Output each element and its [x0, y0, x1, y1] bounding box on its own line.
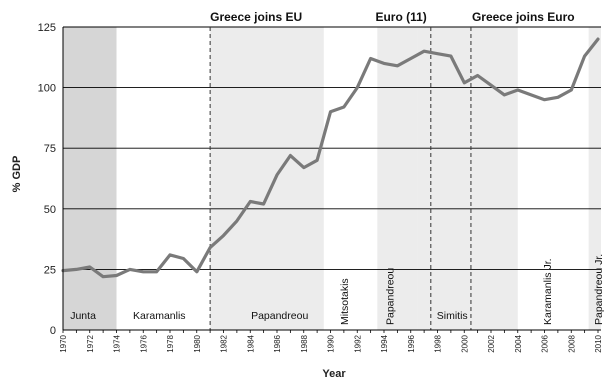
y-axis-title: % GDP [11, 156, 23, 193]
period-label: Karamanlis Jr. [542, 258, 554, 325]
shaded-period-5 [417, 27, 518, 330]
period-label: Mitsotakis [339, 278, 351, 325]
y-tick-label: 0 [50, 325, 56, 337]
shaded-period-0 [63, 27, 117, 330]
x-tick-label: 2010 [594, 334, 603, 352]
x-tick-label: 2004 [514, 334, 523, 352]
series-layer [61, 37, 600, 279]
period-label: Simitis [437, 310, 468, 322]
shaded-period-4 [377, 27, 418, 330]
x-tick-label: 1974 [113, 334, 122, 352]
x-tick-label: 1996 [407, 334, 416, 352]
shaded-periods [63, 27, 601, 330]
period-label: Karamanlis [133, 310, 186, 322]
x-axis-title: Year [322, 368, 346, 380]
x-tick-label: 2000 [460, 334, 469, 352]
x-tick-label: 2002 [487, 334, 496, 352]
y-tick-label: 50 [44, 204, 56, 216]
x-tick-label: 1980 [193, 334, 202, 352]
x-tick-label: 1998 [434, 334, 443, 352]
shaded-period-7 [588, 27, 601, 330]
y-tick-label: 75 [44, 143, 56, 155]
x-tick-label: 1984 [246, 334, 255, 352]
x-tick-label: 1994 [380, 334, 389, 352]
x-tick-label: 1978 [166, 334, 175, 352]
x-tick-label: 1976 [139, 334, 148, 352]
x-tick-label: 1988 [300, 334, 309, 352]
y-tick-label: 100 [38, 83, 56, 95]
event-label: Euro (11) [375, 10, 426, 24]
gridlines [63, 26, 601, 270]
x-tick-label: 1986 [273, 334, 282, 352]
x-tick-label: 1970 [59, 334, 68, 352]
period-label: Papandreou [251, 310, 308, 322]
x-tick-label: 1992 [353, 334, 362, 352]
x-tick-label: 1982 [220, 334, 229, 352]
event-label: Greece joins EU [210, 10, 302, 24]
chart-labels: Greece joins EU Euro (11) Greece joins Eur… [70, 10, 605, 325]
x-tick-label: 1972 [86, 334, 95, 352]
y-tick-label: 125 [38, 22, 56, 34]
period-label: Papandreou Jr. [593, 254, 605, 325]
shaded-period-2 [210, 27, 324, 330]
debt-series-line-0 [61, 37, 600, 279]
x-tick-label: 2006 [541, 334, 550, 352]
x-tick-label: 1990 [327, 334, 336, 352]
period-label: Junta [70, 310, 96, 322]
period-label: Papandreou [384, 268, 396, 325]
x-tick-label: 2008 [567, 334, 576, 352]
axes: 0 25 50 75 100 125 1970 1972 1974 1976 1978 1980 198… [38, 22, 603, 353]
y-tick-label: 25 [44, 264, 56, 276]
event-label: Greece joins Euro [472, 10, 575, 24]
